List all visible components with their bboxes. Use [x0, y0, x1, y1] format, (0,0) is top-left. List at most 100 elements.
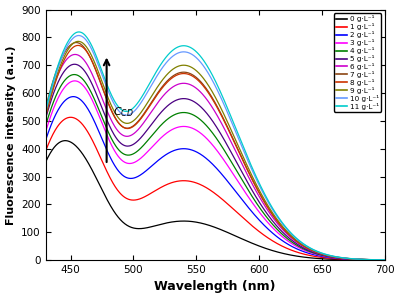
- 4 g·L⁻¹: [104, 126, 108, 129]
- 4 g·L⁻¹: [382, 258, 387, 262]
- 5 g·L⁻¹: [244, 178, 248, 181]
- 11 g·L⁻¹: [104, 80, 108, 84]
- 0 g·L⁻¹: [299, 255, 304, 259]
- 5 g·L⁻¹: [197, 104, 202, 108]
- 5 g·L⁻¹: [72, 62, 77, 66]
- 5 g·L⁻¹: [270, 219, 275, 223]
- 6 g·L⁻¹: [104, 107, 108, 110]
- 6 g·L⁻¹: [299, 244, 304, 247]
- Line: 8 g·L⁻¹: 8 g·L⁻¹: [46, 45, 385, 260]
- 1 g·L⁻¹: [43, 149, 48, 153]
- 7 g·L⁻¹: [382, 258, 387, 262]
- 3 g·L⁻¹: [43, 130, 48, 134]
- 7 g·L⁻¹: [197, 79, 202, 82]
- 2 g·L⁻¹: [104, 147, 108, 150]
- 11 g·L⁻¹: [131, 106, 136, 110]
- 2 g·L⁻¹: [131, 176, 136, 180]
- 6 g·L⁻¹: [73, 53, 78, 56]
- 5 g·L⁻¹: [104, 116, 108, 120]
- Line: 0 g·L⁻¹: 0 g·L⁻¹: [46, 141, 385, 260]
- 1 g·L⁻¹: [299, 252, 304, 255]
- 6 g·L⁻¹: [43, 111, 48, 115]
- 9 g·L⁻¹: [244, 161, 248, 165]
- 7 g·L⁻¹: [74, 41, 78, 44]
- 0 g·L⁻¹: [244, 239, 248, 242]
- 2 g·L⁻¹: [244, 203, 248, 206]
- 7 g·L⁻¹: [270, 213, 275, 216]
- 10 g·L⁻¹: [43, 110, 48, 114]
- 9 g·L⁻¹: [382, 258, 387, 262]
- 3 g·L⁻¹: [299, 247, 304, 251]
- 10 g·L⁻¹: [104, 84, 108, 88]
- 8 g·L⁻¹: [43, 115, 48, 118]
- Line: 11 g·L⁻¹: 11 g·L⁻¹: [46, 32, 385, 260]
- 11 g·L⁻¹: [270, 206, 275, 210]
- 9 g·L⁻¹: [104, 91, 108, 95]
- 9 g·L⁻¹: [131, 119, 136, 123]
- 5 g·L⁻¹: [131, 143, 136, 146]
- 1 g·L⁻¹: [68, 115, 73, 119]
- 0 g·L⁻¹: [197, 221, 202, 225]
- 1 g·L⁻¹: [104, 168, 108, 172]
- 0 g·L⁻¹: [270, 249, 275, 252]
- 8 g·L⁻¹: [104, 96, 108, 99]
- 8 g·L⁻¹: [76, 44, 80, 47]
- 8 g·L⁻¹: [299, 243, 304, 246]
- 7 g·L⁻¹: [131, 124, 136, 128]
- 7 g·L⁻¹: [244, 165, 248, 168]
- X-axis label: Wavelength (nm): Wavelength (nm): [154, 280, 276, 293]
- Line: 2 g·L⁻¹: 2 g·L⁻¹: [46, 97, 385, 260]
- 9 g·L⁻¹: [270, 211, 275, 215]
- 9 g·L⁻¹: [299, 242, 304, 246]
- 11 g·L⁻¹: [43, 108, 48, 112]
- 6 g·L⁻¹: [131, 132, 136, 136]
- 0 g·L⁻¹: [382, 258, 387, 262]
- Legend: 0 g·L⁻¹, 1 g·L⁻¹, 2 g·L⁻¹, 3 g·L⁻¹, 4 g·L⁻¹, 5 g·L⁻¹, 6 g·L⁻¹, 7 g·L⁻¹, 8 g·L⁻¹,: 0 g·L⁻¹, 1 g·L⁻¹, 2 g·L⁻¹, 3 g·L⁻¹, 4 g·…: [334, 13, 381, 112]
- 10 g·L⁻¹: [197, 59, 202, 63]
- 8 g·L⁻¹: [382, 258, 387, 262]
- 6 g·L⁻¹: [244, 170, 248, 174]
- 10 g·L⁻¹: [244, 155, 248, 158]
- Line: 6 g·L⁻¹: 6 g·L⁻¹: [46, 54, 385, 260]
- 4 g·L⁻¹: [72, 73, 77, 76]
- 8 g·L⁻¹: [197, 80, 202, 83]
- 7 g·L⁻¹: [43, 106, 48, 110]
- 11 g·L⁻¹: [299, 240, 304, 244]
- 1 g·L⁻¹: [382, 258, 387, 262]
- Line: 3 g·L⁻¹: 3 g·L⁻¹: [46, 81, 385, 260]
- Line: 9 g·L⁻¹: 9 g·L⁻¹: [46, 41, 385, 260]
- 9 g·L⁻¹: [43, 113, 48, 116]
- 6 g·L⁻¹: [270, 216, 275, 219]
- 10 g·L⁻¹: [76, 34, 81, 37]
- 10 g·L⁻¹: [270, 208, 275, 211]
- 3 g·L⁻¹: [131, 161, 136, 165]
- 0 g·L⁻¹: [104, 196, 108, 200]
- 2 g·L⁻¹: [43, 138, 48, 142]
- 3 g·L⁻¹: [244, 192, 248, 195]
- 1 g·L⁻¹: [131, 198, 136, 202]
- 1 g·L⁻¹: [270, 239, 275, 242]
- 6 g·L⁻¹: [382, 258, 387, 262]
- 11 g·L⁻¹: [76, 30, 81, 34]
- 3 g·L⁻¹: [104, 132, 108, 135]
- 9 g·L⁻¹: [76, 39, 81, 43]
- 4 g·L⁻¹: [244, 185, 248, 188]
- Text: $C_{CD}$: $C_{CD}$: [114, 105, 134, 119]
- 1 g·L⁻¹: [244, 219, 248, 222]
- 8 g·L⁻¹: [244, 165, 248, 169]
- 4 g·L⁻¹: [197, 117, 202, 121]
- 5 g·L⁻¹: [299, 245, 304, 248]
- 1 g·L⁻¹: [197, 182, 202, 186]
- 8 g·L⁻¹: [270, 213, 275, 217]
- 9 g·L⁻¹: [197, 72, 202, 76]
- 10 g·L⁻¹: [382, 258, 387, 262]
- 4 g·L⁻¹: [299, 246, 304, 250]
- 7 g·L⁻¹: [104, 96, 108, 100]
- 2 g·L⁻¹: [270, 231, 275, 235]
- 0 g·L⁻¹: [131, 226, 136, 230]
- 2 g·L⁻¹: [197, 152, 202, 155]
- 0 g·L⁻¹: [43, 160, 48, 164]
- Line: 7 g·L⁻¹: 7 g·L⁻¹: [46, 42, 385, 260]
- 4 g·L⁻¹: [270, 222, 275, 226]
- 3 g·L⁻¹: [382, 258, 387, 262]
